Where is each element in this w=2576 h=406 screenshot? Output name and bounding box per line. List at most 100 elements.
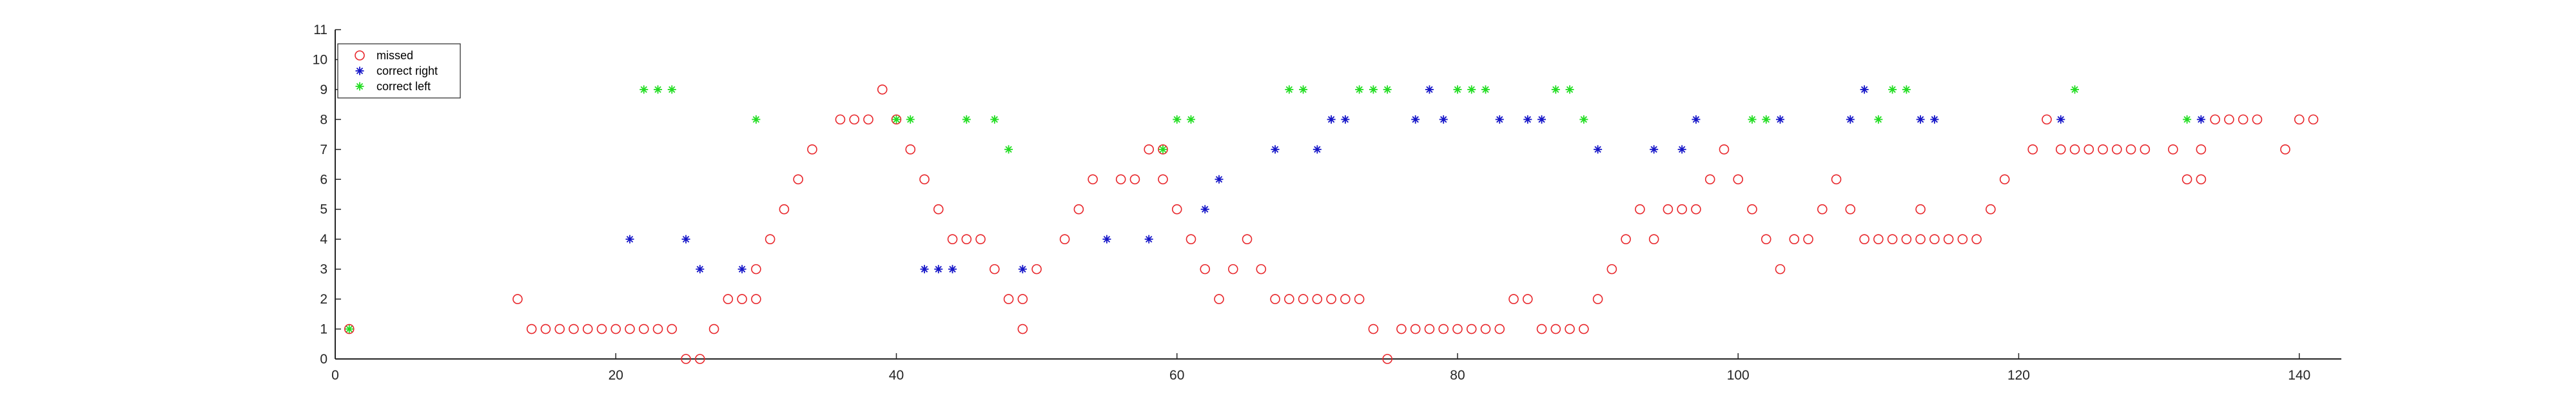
data-point — [1747, 204, 1757, 215]
data-point — [344, 324, 355, 334]
data-point — [961, 234, 972, 244]
data-point — [1383, 85, 1392, 94]
series-correct-right — [625, 85, 2205, 274]
data-point — [1312, 145, 1322, 154]
data-point — [625, 235, 634, 244]
data-point — [990, 264, 1000, 275]
legend-label: correct right — [376, 64, 438, 77]
data-point — [2238, 114, 2249, 125]
data-point — [919, 174, 930, 185]
data-point — [1284, 294, 1294, 304]
data-point — [512, 294, 523, 304]
data-point — [1986, 204, 1996, 215]
data-point — [934, 265, 943, 274]
data-point — [639, 85, 649, 94]
data-point — [2224, 114, 2234, 125]
data-point — [1762, 115, 1771, 124]
data-point — [1227, 264, 1238, 275]
data-point — [1481, 85, 1490, 94]
data-point — [681, 354, 691, 364]
data-point — [1537, 115, 1547, 124]
data-point — [1719, 144, 1730, 155]
data-point — [1270, 294, 1280, 304]
data-point — [779, 204, 790, 215]
legend-marker — [355, 66, 364, 75]
data-point — [751, 264, 761, 275]
data-point — [849, 114, 860, 125]
data-point — [1215, 175, 1224, 184]
data-point — [1523, 115, 1532, 124]
data-point — [863, 114, 873, 125]
data-point — [751, 294, 761, 304]
data-point — [990, 115, 999, 124]
data-point — [1579, 115, 1588, 124]
data-point — [569, 324, 579, 334]
data-point — [1144, 235, 1153, 244]
y-tick-label: 10 — [313, 52, 327, 67]
data-point — [1452, 324, 1463, 334]
data-point — [1411, 115, 1420, 124]
data-point — [1200, 264, 1211, 275]
y-tick-label: 6 — [320, 172, 327, 187]
data-point — [1494, 324, 1505, 334]
data-point — [1410, 324, 1421, 334]
data-point — [1003, 294, 1014, 304]
data-point — [1845, 204, 1856, 215]
data-point — [1748, 115, 1757, 124]
data-point — [2098, 144, 2108, 155]
data-point — [1565, 324, 1575, 334]
data-point — [1341, 115, 1350, 124]
data-point — [1691, 204, 1701, 215]
data-point — [1775, 264, 1786, 275]
data-point — [1692, 115, 1701, 124]
data-point — [1369, 85, 1378, 94]
data-point — [2140, 144, 2151, 155]
data-point — [737, 294, 747, 304]
data-point — [1271, 145, 1280, 154]
data-point — [638, 324, 649, 334]
data-point — [1943, 234, 1954, 244]
data-point — [1508, 294, 1519, 304]
data-point — [2280, 144, 2290, 155]
data-point — [1915, 234, 1926, 244]
data-point — [2056, 115, 2065, 124]
data-point — [1171, 204, 1182, 215]
data-point — [1789, 234, 1800, 244]
y-tick-label: 11 — [313, 23, 327, 37]
data-point — [1902, 85, 1911, 94]
data-point — [1873, 234, 1884, 244]
data-point — [1354, 294, 1365, 304]
x-tick-label: 0 — [331, 368, 339, 383]
data-point — [2196, 115, 2205, 124]
y-tick-label: 0 — [320, 352, 327, 367]
y-tick-label: 2 — [320, 292, 327, 307]
data-point — [1887, 234, 1898, 244]
data-point — [540, 324, 551, 334]
data-point — [2181, 174, 2192, 185]
axes: 0 20 40 60 80 100 120 140 0 1 2 3 4 5 6 7 8 9 10 11 — [313, 23, 2341, 383]
data-point — [610, 324, 621, 334]
data-point — [1327, 115, 1336, 124]
data-point — [1073, 204, 1084, 215]
y-tick-label: 1 — [320, 322, 327, 337]
data-point — [1704, 174, 1715, 185]
data-point — [975, 234, 986, 244]
data-point — [2083, 144, 2094, 155]
legend-label: missed — [376, 49, 413, 62]
data-point — [1173, 115, 1182, 124]
data-point — [708, 324, 719, 334]
data-point — [933, 204, 944, 215]
data-point — [1340, 294, 1351, 304]
data-point — [1817, 204, 1828, 215]
data-point — [2196, 174, 2207, 185]
data-point — [2168, 144, 2178, 155]
x-tick-label: 60 — [1169, 368, 1184, 383]
data-point — [654, 85, 663, 94]
data-point — [652, 324, 663, 334]
data-point — [1874, 115, 1883, 124]
data-point — [1059, 234, 1070, 244]
y-tick-label: 3 — [320, 262, 327, 277]
data-point — [1677, 145, 1686, 154]
data-point — [625, 324, 635, 334]
data-point — [1018, 265, 1027, 274]
